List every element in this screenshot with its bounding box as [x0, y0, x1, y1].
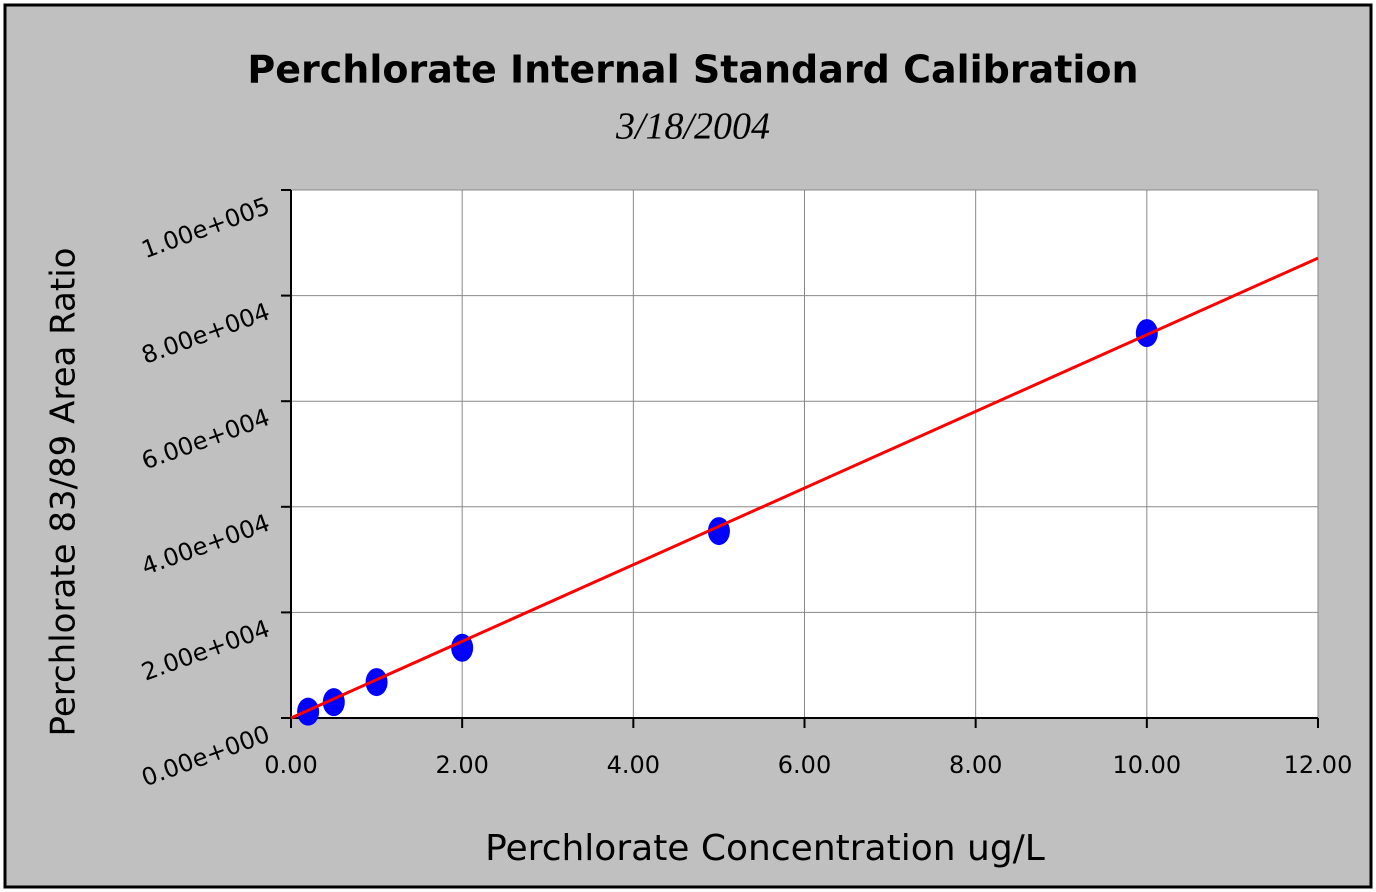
x-tick-label: 10.00 [1112, 751, 1181, 779]
x-tick-label: 4.00 [607, 751, 660, 779]
y-axis-label: Perchlorate 83/89 Area Ratio [44, 248, 84, 737]
x-axis-label: Perchlorate Concentration ug/L [485, 828, 1045, 869]
x-tick-label: 0.00 [264, 751, 317, 779]
point [451, 633, 474, 662]
grid [281, 189, 1319, 728]
x-tick-label: 2.00 [435, 751, 488, 779]
x-tick-label: 6.00 [778, 751, 831, 779]
chart-subtitle: 3/18/2004 [615, 106, 770, 148]
point [365, 668, 388, 697]
x-tick-label: 8.00 [949, 751, 1002, 779]
x-tick-label: 12.00 [1284, 751, 1353, 779]
fit-line [290, 256, 1319, 720]
chart-title: Perchlorate Internal Standard Calibratio… [247, 48, 1138, 92]
point [1135, 319, 1158, 348]
marks [290, 256, 1319, 726]
